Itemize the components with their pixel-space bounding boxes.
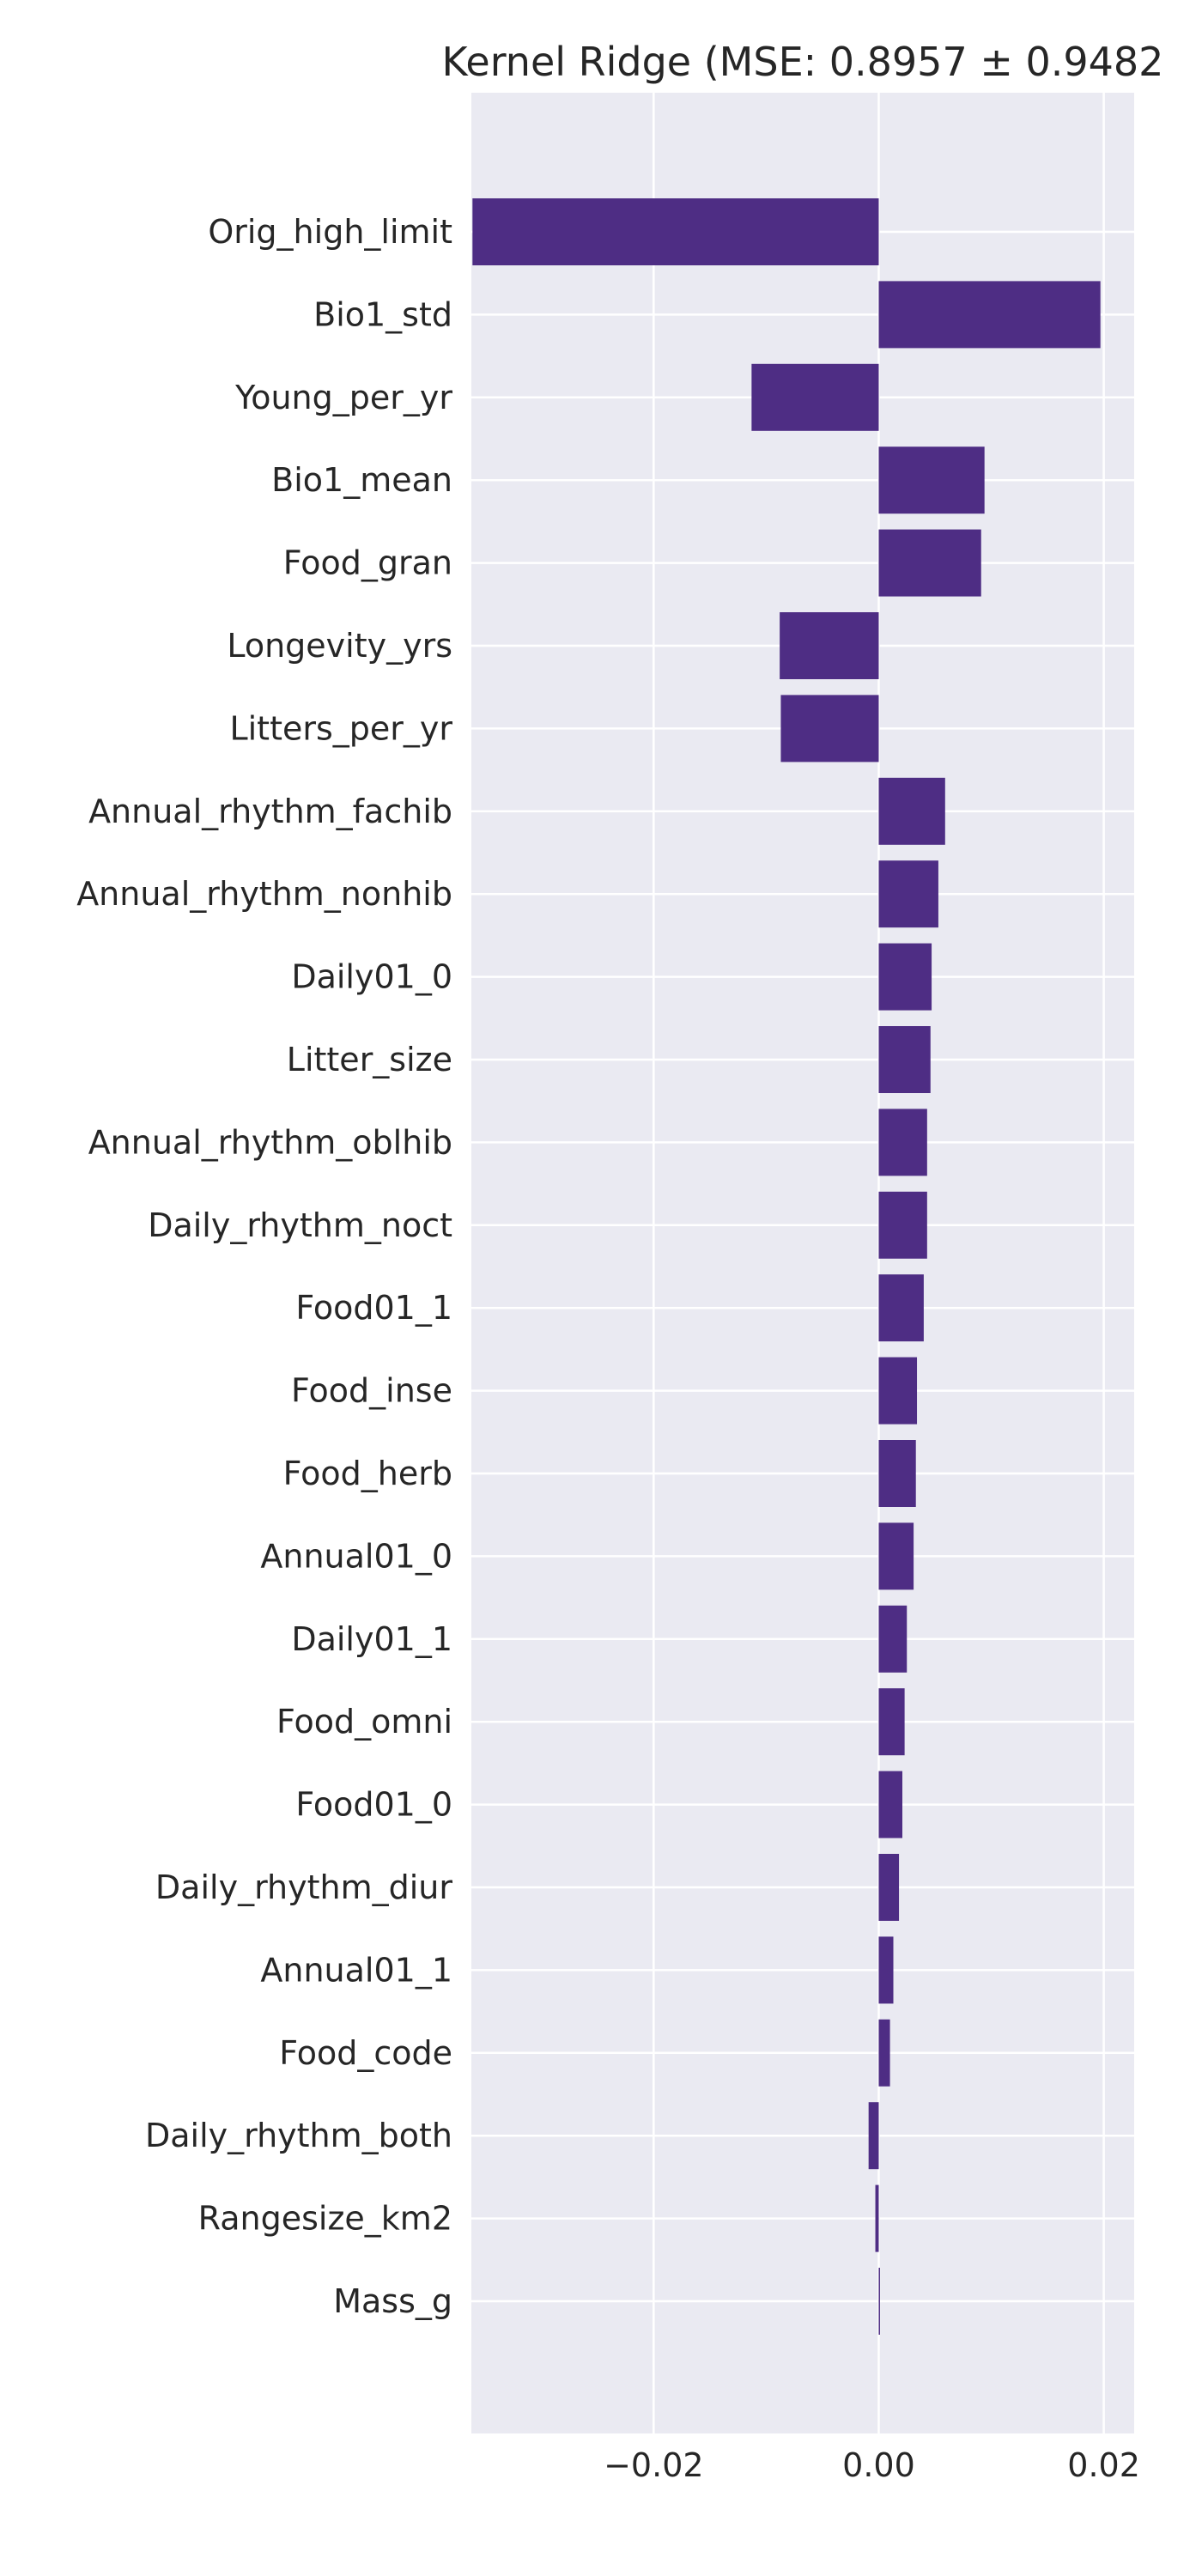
y-tick-label: Rangesize_km2 bbox=[198, 2200, 452, 2238]
bar-litters-per-yr bbox=[780, 695, 879, 762]
y-tick-label: Food_code bbox=[279, 2034, 452, 2072]
y-tick-label: Litters_per_yr bbox=[229, 709, 452, 747]
bar-annual-rhythm-fachib bbox=[878, 777, 945, 845]
y-tick-label: Annual01_0 bbox=[260, 1537, 452, 1575]
y-tick-label: Food_inse bbox=[291, 1372, 452, 1410]
y-tick-label: Food_omni bbox=[276, 1703, 452, 1741]
bar-rangesize-km2 bbox=[875, 2184, 879, 2252]
bar-young-per-yr bbox=[751, 363, 879, 431]
y-tick-label: Annual01_1 bbox=[260, 1951, 452, 1989]
bar-food-code bbox=[878, 2019, 890, 2087]
bar-daily-rhythm-diur bbox=[878, 1854, 900, 1921]
bar-food01-0 bbox=[878, 1771, 902, 1838]
y-tick-label: Annual_rhythm_oblhib bbox=[88, 1123, 452, 1161]
bar-annual01-1 bbox=[878, 1936, 894, 2004]
bar-mass-g bbox=[878, 2268, 880, 2335]
bar-litter-size bbox=[878, 1026, 931, 1093]
bar-daily01-1 bbox=[878, 1605, 908, 1673]
y-tick-label: Bio1_mean bbox=[271, 461, 452, 499]
x-tick-label: −0.02 bbox=[604, 2446, 703, 2484]
x-tick-label: 0.02 bbox=[1067, 2446, 1140, 2484]
bar-longevity-yrs bbox=[780, 612, 879, 679]
y-tick-label: Annual_rhythm_fachib bbox=[88, 793, 452, 830]
y-tick-label: Food_gran bbox=[283, 544, 452, 582]
y-tick-label: Young_per_yr bbox=[234, 379, 452, 416]
y-tick-label: Daily_rhythm_both bbox=[145, 2117, 452, 2154]
bar-daily-rhythm-noct bbox=[878, 1191, 927, 1259]
y-tick-labels: Orig_high_limit Bio1_std Young_per_yr Bio1_… bbox=[76, 213, 452, 2320]
y-tick-label: Orig_high_limit bbox=[208, 213, 452, 251]
y-tick-label: Bio1_std bbox=[313, 295, 452, 333]
y-tick-label: Annual_rhythm_nonhib bbox=[76, 875, 452, 913]
grid-lines bbox=[471, 93, 1134, 2433]
y-tick-label: Daily01_0 bbox=[291, 958, 452, 996]
bars bbox=[472, 198, 1101, 2335]
y-tick-label: Mass_g bbox=[333, 2282, 452, 2320]
y-tick-label: Litter_size bbox=[287, 1041, 452, 1078]
y-tick-label: Daily01_1 bbox=[291, 1620, 452, 1658]
bar-annual-rhythm-oblhib bbox=[878, 1109, 927, 1176]
y-tick-label: Food_herb bbox=[283, 1455, 452, 1492]
y-tick-label: Daily_rhythm_diur bbox=[155, 1868, 452, 1906]
x-tick-label: 0.00 bbox=[842, 2446, 915, 2484]
bar-annual01-0 bbox=[878, 1522, 914, 1590]
bar-orig-high-limit bbox=[472, 198, 879, 265]
bar-food-omni bbox=[878, 1688, 905, 1756]
bar-food-herb bbox=[878, 1440, 916, 1507]
chart-title: Kernel Ridge (MSE: 0.8957 ± 0.9482 bbox=[442, 39, 1164, 85]
bar-food-gran bbox=[878, 529, 981, 597]
bar-food-inse bbox=[878, 1357, 918, 1425]
plot-background bbox=[471, 93, 1134, 2433]
bar-bio1-mean bbox=[878, 447, 985, 514]
y-tick-label: Longevity_yrs bbox=[227, 627, 452, 665]
bar-daily01-0 bbox=[878, 943, 932, 1011]
y-tick-label: Daily_rhythm_noct bbox=[148, 1206, 452, 1244]
y-tick-label: Food01_0 bbox=[295, 1786, 452, 1824]
bar-annual-rhythm-nonhib bbox=[878, 860, 938, 928]
bar-daily-rhythm-both bbox=[868, 2102, 879, 2170]
bar-bio1-std bbox=[878, 281, 1101, 349]
y-tick-label: Food01_1 bbox=[295, 1289, 452, 1327]
x-tick-labels: −0.02 0.00 0.02 bbox=[604, 2446, 1140, 2484]
bar-food01-1 bbox=[878, 1274, 924, 1342]
